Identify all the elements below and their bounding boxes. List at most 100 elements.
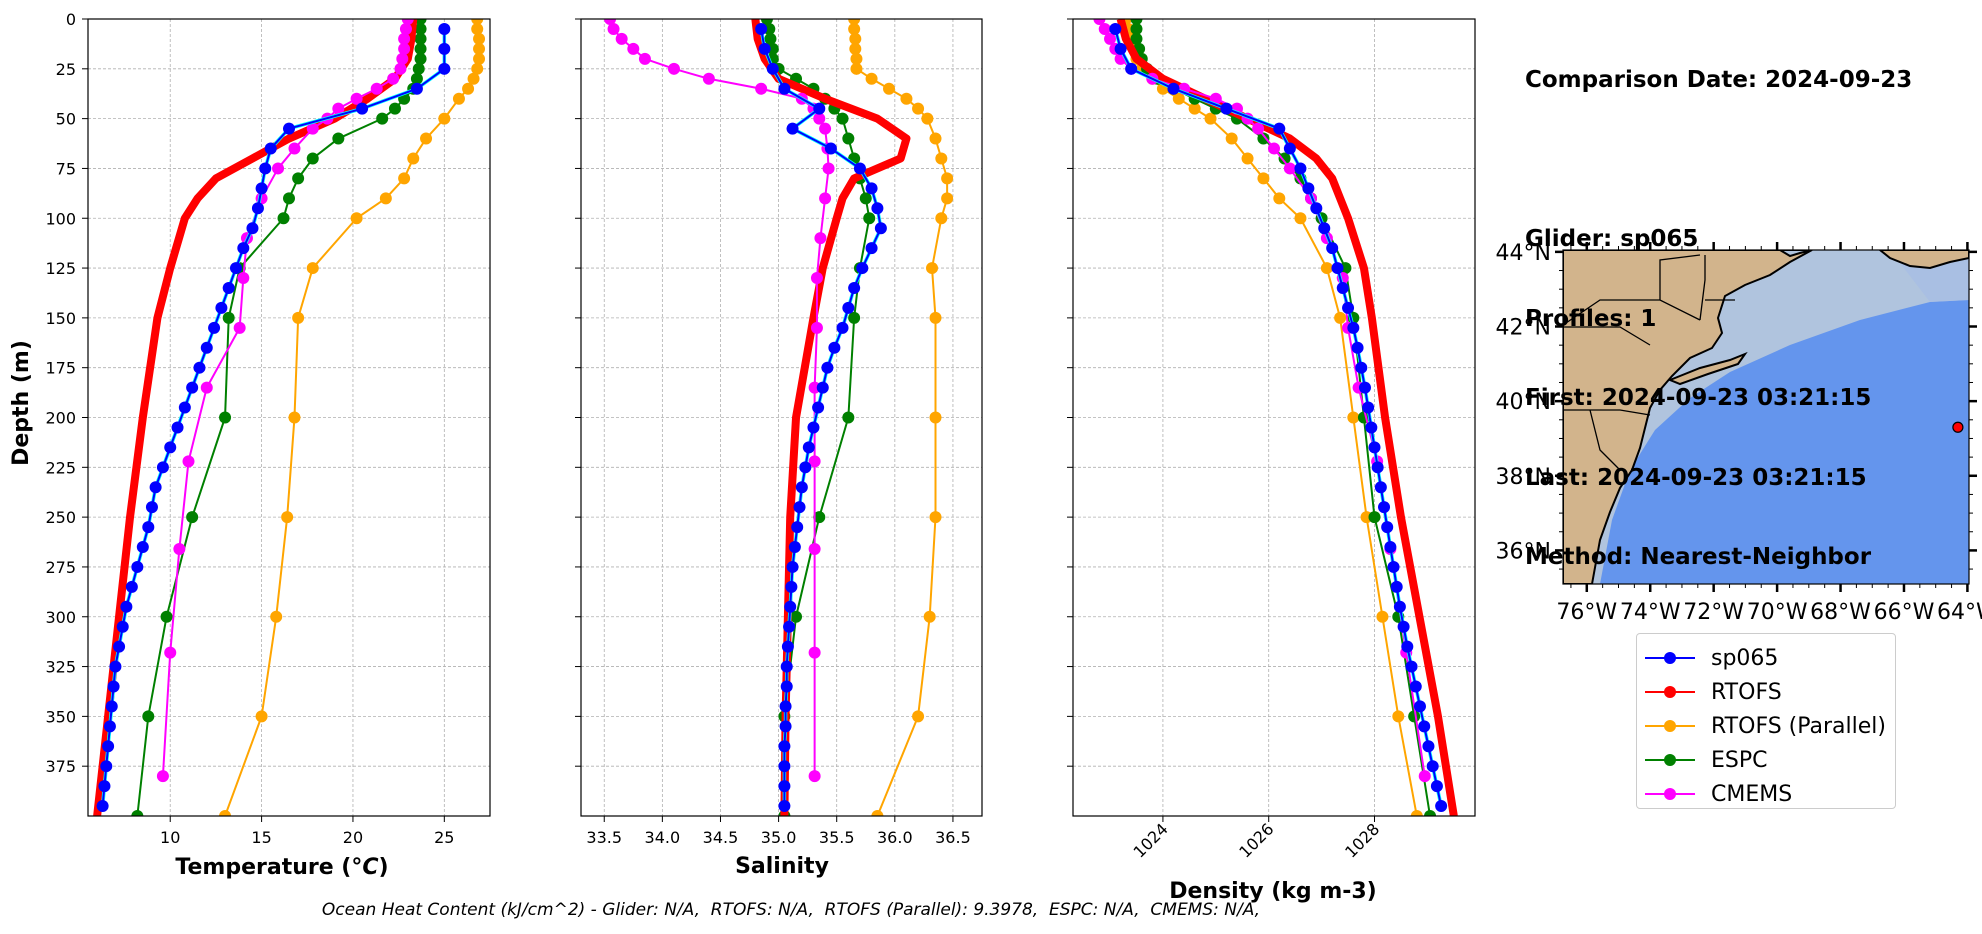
temperature-point: [142, 710, 155, 723]
density-point: [1393, 600, 1406, 613]
temperature-point: [306, 122, 319, 135]
temperature-panel: 10 15 20 25 0 25 50 75 100 125 150 175 200 225 250 275…: [9, 10, 491, 880]
salinity-point: [865, 182, 878, 195]
temperature-point: [259, 162, 272, 175]
map-lon-label: 76°W: [1556, 600, 1617, 625]
density-point: [1351, 341, 1364, 354]
salinity-point: [923, 610, 936, 623]
salinity-point: [812, 401, 825, 414]
map-lat-label: 42°N: [1496, 316, 1551, 341]
depth-tick-label: 75: [56, 159, 76, 178]
temperature-xtick-label: 10: [160, 828, 180, 847]
legend-swatch: [1645, 784, 1695, 804]
salinity-point: [921, 112, 934, 125]
salinity-point: [785, 580, 798, 593]
salinity-point: [779, 700, 792, 713]
salinity-point: [607, 22, 620, 35]
depth-tick-label: 225: [45, 458, 76, 477]
profile-count: Profiles: 1: [1525, 305, 1657, 332]
salinity-point: [702, 72, 715, 85]
depth-tick-label: 25: [56, 60, 76, 79]
method: Method: Nearest-Neighbor: [1525, 544, 1872, 570]
temperature-point: [164, 441, 177, 454]
salinity-point: [788, 541, 801, 554]
salinity-series-sp065: [755, 22, 887, 813]
temperature-point: [178, 401, 191, 414]
depth-tick-label: 325: [45, 658, 76, 677]
density-point: [1362, 401, 1375, 414]
density-point: [1225, 132, 1238, 145]
legend: sp065 RTOFS RTOFS (Parallel) ESPC CMEMS: [1636, 633, 1896, 809]
temperature-series-sp065: [96, 22, 451, 813]
density-point: [1413, 700, 1426, 713]
salinity-xticks: 33.5 34.0 34.5 35.0 35.5 36.0 36.5: [586, 816, 971, 847]
salinity-xtick-label: 34.5: [703, 828, 739, 847]
salinity-point: [627, 42, 640, 55]
temperature-point: [149, 481, 162, 494]
temperature-point: [473, 42, 486, 55]
temperature-point: [230, 262, 243, 275]
temperature-point: [414, 42, 427, 55]
temperature-point: [438, 112, 451, 125]
legend-swatch: [1645, 682, 1695, 702]
temperature-point: [387, 72, 400, 85]
legend-swatch: [1645, 750, 1695, 770]
legend-label: CMEMS: [1711, 781, 1793, 807]
density-point: [1334, 311, 1347, 324]
temperature-point: [438, 22, 451, 35]
salinity-point: [808, 543, 821, 556]
salinity-point: [926, 262, 939, 275]
depth-ylabel: Depth (m): [9, 340, 34, 466]
density-point: [1397, 620, 1410, 633]
map-lat-label: 44°N: [1496, 241, 1551, 266]
salinity-point: [929, 132, 942, 145]
temperature-point: [398, 172, 411, 185]
salinity-grid: [581, 19, 982, 816]
density-point: [1424, 810, 1437, 816]
temperature-point: [164, 646, 177, 659]
map-lon-label: 74°W: [1620, 600, 1681, 625]
info-panel: Comparison Date: 2024-09-23 Glider: sp06…: [1525, 14, 1912, 597]
temperature-point: [398, 32, 411, 45]
salinity-series: [604, 19, 954, 816]
salinity-point: [863, 212, 876, 225]
salinity-point: [781, 640, 794, 653]
temperature-point: [471, 19, 484, 25]
density-point: [1283, 142, 1296, 155]
salinity-point: [849, 42, 862, 55]
legend-item: RTOFS: [1637, 675, 1895, 709]
salinity-point: [667, 62, 680, 75]
salinity-point: [871, 202, 884, 215]
salinity-point: [638, 52, 651, 65]
temperature-point: [96, 800, 109, 813]
legend-label: sp065: [1711, 645, 1779, 671]
salinity-point: [779, 720, 792, 733]
density-point: [1368, 511, 1381, 524]
density-point: [1435, 800, 1448, 813]
temperature-grid: [88, 19, 490, 816]
map-lon-label: 70°W: [1747, 600, 1808, 625]
salinity-point: [848, 281, 861, 294]
legend-item: CMEMS: [1637, 777, 1895, 811]
density-point: [1167, 82, 1180, 95]
density-xticks: 1024 1026 1028: [1130, 816, 1383, 862]
density-point: [1104, 32, 1117, 45]
salinity-point: [786, 122, 799, 135]
temperature-point: [452, 92, 465, 105]
salinity-point: [764, 32, 777, 45]
salinity-point: [871, 810, 884, 816]
temperature-point: [173, 543, 186, 556]
salinity-point: [865, 72, 878, 85]
salinity-point: [813, 102, 826, 115]
temperature-point: [407, 152, 420, 165]
temperature-point: [186, 511, 199, 524]
salinity-xtick-label: 34.0: [645, 828, 681, 847]
salinity-point: [819, 122, 832, 135]
salinity-point: [799, 461, 812, 474]
temperature-point: [102, 740, 115, 753]
temperature-point: [222, 311, 235, 324]
density-point: [1384, 541, 1397, 554]
temperature-point: [350, 212, 363, 225]
temperature-point: [156, 770, 169, 783]
density-point: [1204, 112, 1217, 125]
